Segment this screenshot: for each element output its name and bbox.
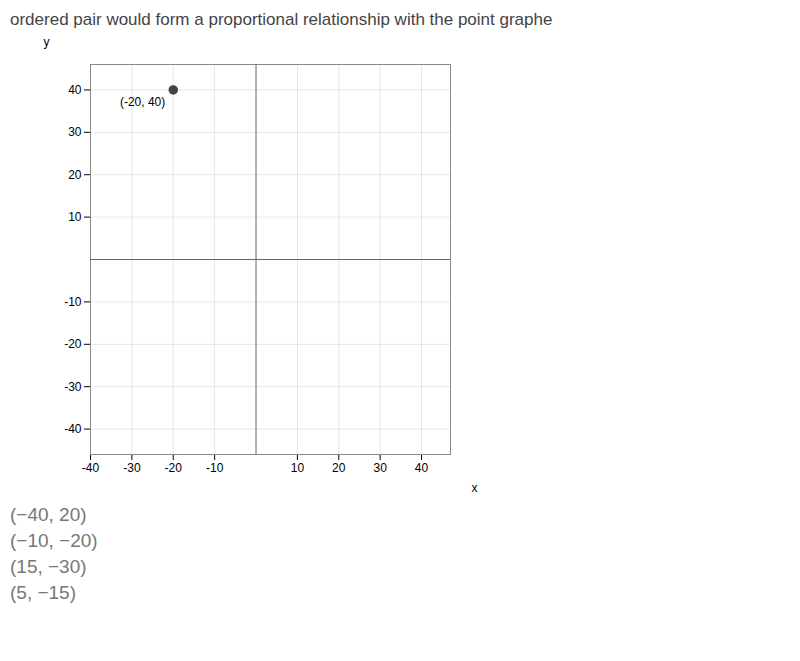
svg-text:-30: -30 (64, 380, 82, 394)
html-text:(15, −30): (15, −30) (10, 556, 87, 577)
svg-text:30: 30 (68, 125, 82, 139)
svg-text:-20: -20 (64, 337, 82, 351)
svg-text:(-20, 40): (-20, 40) (120, 95, 165, 109)
svg-text:10: 10 (68, 210, 82, 224)
svg-text:20: 20 (68, 168, 82, 182)
svg-text:10: 10 (291, 461, 305, 475)
svg-text:-20: -20 (165, 461, 183, 475)
svg-text:30: 30 (373, 461, 387, 475)
svg-text:20: 20 (332, 461, 346, 475)
svg-text:40: 40 (415, 461, 429, 475)
svg-text:-10: -10 (206, 461, 224, 475)
svg-text:-40: -40 (64, 422, 82, 436)
html-text:(5, −15): (5, −15) (10, 582, 76, 603)
svg-text:-10: -10 (64, 295, 82, 309)
svg-text:40: 40 (68, 83, 82, 97)
svg-text:y: y (44, 35, 50, 49)
svg-text:-40: -40 (82, 461, 100, 475)
html-text:ordered pair would form a prop: ordered pair would form a proportional r… (10, 10, 553, 29)
svg-text:x: x (472, 481, 478, 495)
html-text:(−10, −20): (−10, −20) (10, 530, 98, 551)
html-text:(−40, 20): (−40, 20) (10, 504, 87, 525)
svg-text:-30: -30 (123, 461, 141, 475)
